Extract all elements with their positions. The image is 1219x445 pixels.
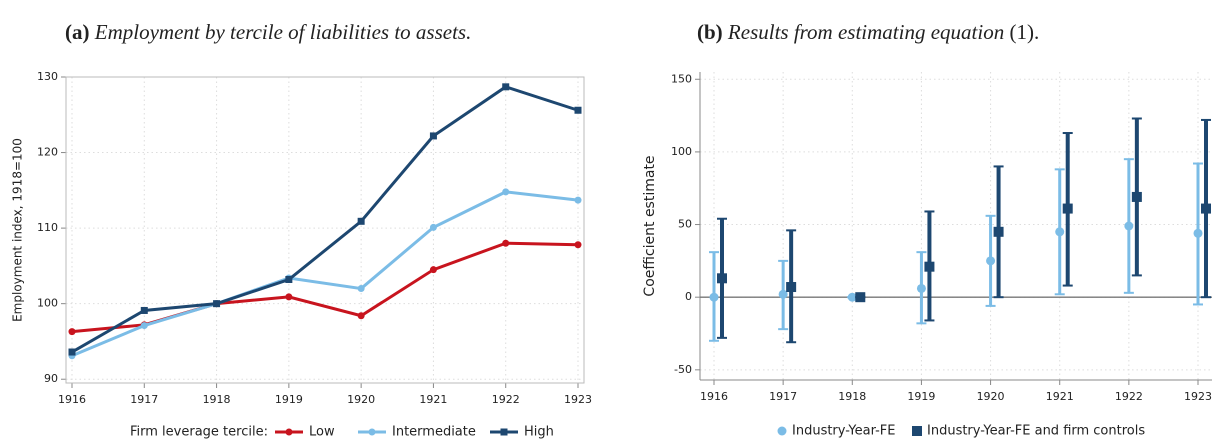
- legend-title: Firm leverage tercile:: [130, 425, 268, 440]
- marker: [68, 348, 76, 356]
- marker: [916, 283, 926, 293]
- panel-b-title: (b) Results from estimating equation (1)…: [697, 20, 1039, 44]
- marker: [1124, 221, 1134, 231]
- y-tick-label: 0: [685, 290, 692, 303]
- marker: [786, 282, 797, 293]
- x-tick-label: 1920: [347, 393, 375, 406]
- plot-frame: [65, 76, 585, 384]
- marker: [1055, 227, 1065, 237]
- y-tick-label: 100: [37, 297, 58, 310]
- marker: [357, 312, 365, 320]
- x-tick-label: 1920: [977, 390, 1005, 403]
- y-tick-label: 110: [37, 221, 58, 234]
- marker: [140, 306, 148, 314]
- legend-label: Industry-Year-FE: [792, 424, 895, 439]
- legend-marker: [777, 426, 787, 436]
- legend-label: High: [524, 425, 554, 440]
- marker: [429, 132, 437, 140]
- x-tick-label: 1916: [58, 393, 86, 406]
- y-axis-label: Employment index, 1918=100: [11, 138, 25, 322]
- x-tick-label: 1917: [769, 390, 797, 403]
- marker: [993, 226, 1004, 237]
- x-tick-label: 1921: [419, 393, 447, 406]
- marker: [1131, 191, 1142, 202]
- marker: [502, 188, 510, 196]
- x-tick-label: 1918: [203, 393, 231, 406]
- marker: [1201, 203, 1211, 214]
- marker: [1062, 203, 1073, 214]
- legend-marker: [912, 426, 922, 436]
- legend-label: Industry-Year-FE and firm controls: [927, 424, 1145, 439]
- series-line: [71, 241, 579, 334]
- marker: [285, 293, 293, 301]
- panel-a-title: (a) Employment by tercile of liabilities…: [65, 20, 471, 44]
- marker: [429, 266, 437, 274]
- marker: [709, 292, 719, 302]
- x-tick-label: 1919: [275, 393, 303, 406]
- marker: [68, 328, 76, 336]
- x-tick-label: 1922: [492, 393, 520, 406]
- y-tick-label: 50: [678, 218, 692, 231]
- legend-marker: [368, 428, 376, 436]
- x-tick-label: 1919: [907, 390, 935, 403]
- marker: [986, 256, 996, 266]
- marker: [213, 300, 221, 308]
- marker: [778, 289, 788, 299]
- y-tick-label: 150: [671, 72, 692, 85]
- legend-marker: [285, 428, 293, 436]
- marker: [574, 196, 582, 204]
- y-tick-label: 90: [44, 372, 58, 385]
- marker: [847, 292, 857, 302]
- marker: [140, 322, 148, 330]
- x-tick-label: 1921: [1046, 390, 1074, 403]
- marker: [1193, 228, 1203, 238]
- y-tick-label: 130: [37, 70, 58, 83]
- marker: [357, 217, 365, 225]
- series-line: [71, 85, 579, 354]
- y-tick-label: 100: [671, 145, 692, 158]
- y-tick-label: 120: [37, 146, 58, 159]
- legend-marker: [500, 428, 508, 436]
- marker: [574, 241, 582, 249]
- marker: [855, 292, 866, 303]
- marker: [502, 239, 510, 247]
- x-tick-label: 1916: [700, 390, 728, 403]
- legend-label: Intermediate: [392, 425, 476, 440]
- marker: [429, 223, 437, 231]
- legend-label: Low: [309, 425, 335, 440]
- marker: [285, 275, 293, 283]
- x-tick-label: 1923: [1184, 390, 1212, 403]
- series-line: [71, 190, 579, 358]
- y-tick-label: -50: [674, 363, 692, 376]
- marker: [502, 83, 510, 91]
- marker: [357, 285, 365, 293]
- x-tick-label: 1918: [838, 390, 866, 403]
- marker: [717, 273, 727, 284]
- marker: [924, 261, 935, 272]
- x-tick-label: 1922: [1115, 390, 1143, 403]
- x-tick-label: 1917: [130, 393, 158, 406]
- x-tick-label: 1923: [564, 393, 592, 406]
- y-axis-label: Coefficient estimate: [642, 155, 658, 296]
- marker: [574, 106, 582, 114]
